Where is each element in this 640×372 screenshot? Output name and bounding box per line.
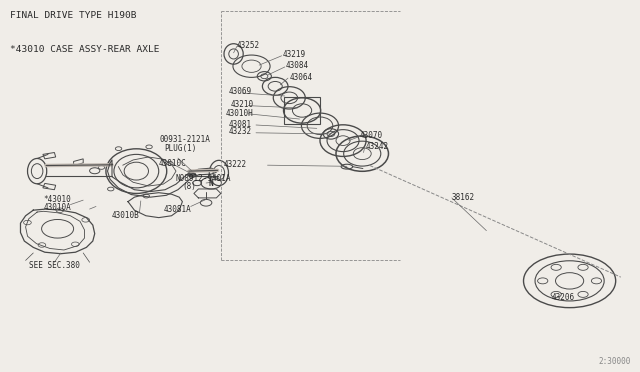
- Text: N08912-9401A: N08912-9401A: [176, 174, 232, 183]
- Circle shape: [188, 173, 196, 177]
- Text: 43084: 43084: [286, 61, 309, 70]
- Text: 43081A: 43081A: [163, 205, 191, 214]
- Text: 43010H: 43010H: [226, 109, 253, 118]
- Text: N: N: [209, 179, 214, 187]
- Text: 43081: 43081: [229, 120, 252, 129]
- Text: 43064: 43064: [289, 73, 312, 81]
- Text: 43222: 43222: [224, 160, 247, 169]
- Text: 43206: 43206: [552, 293, 575, 302]
- Text: 43010B: 43010B: [112, 211, 140, 220]
- Text: 43232: 43232: [229, 127, 252, 136]
- Text: *43010: *43010: [44, 195, 71, 203]
- Text: 2:30000: 2:30000: [598, 357, 630, 366]
- Text: 43070: 43070: [360, 131, 383, 140]
- Text: *43010 CASE ASSY-REAR AXLE: *43010 CASE ASSY-REAR AXLE: [10, 45, 159, 54]
- Text: 43219: 43219: [283, 50, 306, 59]
- Text: 43242: 43242: [366, 142, 389, 151]
- Text: FINAL DRIVE TYPE H190B: FINAL DRIVE TYPE H190B: [10, 11, 136, 20]
- Text: 43010C: 43010C: [159, 159, 186, 168]
- Text: 00931-2121A: 00931-2121A: [160, 135, 211, 144]
- Text: 38162: 38162: [452, 193, 475, 202]
- Text: 43252: 43252: [237, 41, 260, 50]
- Text: SEE SEC.380: SEE SEC.380: [29, 262, 79, 270]
- Text: 43210: 43210: [230, 100, 253, 109]
- Text: PLUG(1): PLUG(1): [164, 144, 197, 153]
- Text: 43069: 43069: [229, 87, 252, 96]
- Text: 43010A: 43010A: [44, 203, 71, 212]
- Text: (8): (8): [182, 182, 196, 191]
